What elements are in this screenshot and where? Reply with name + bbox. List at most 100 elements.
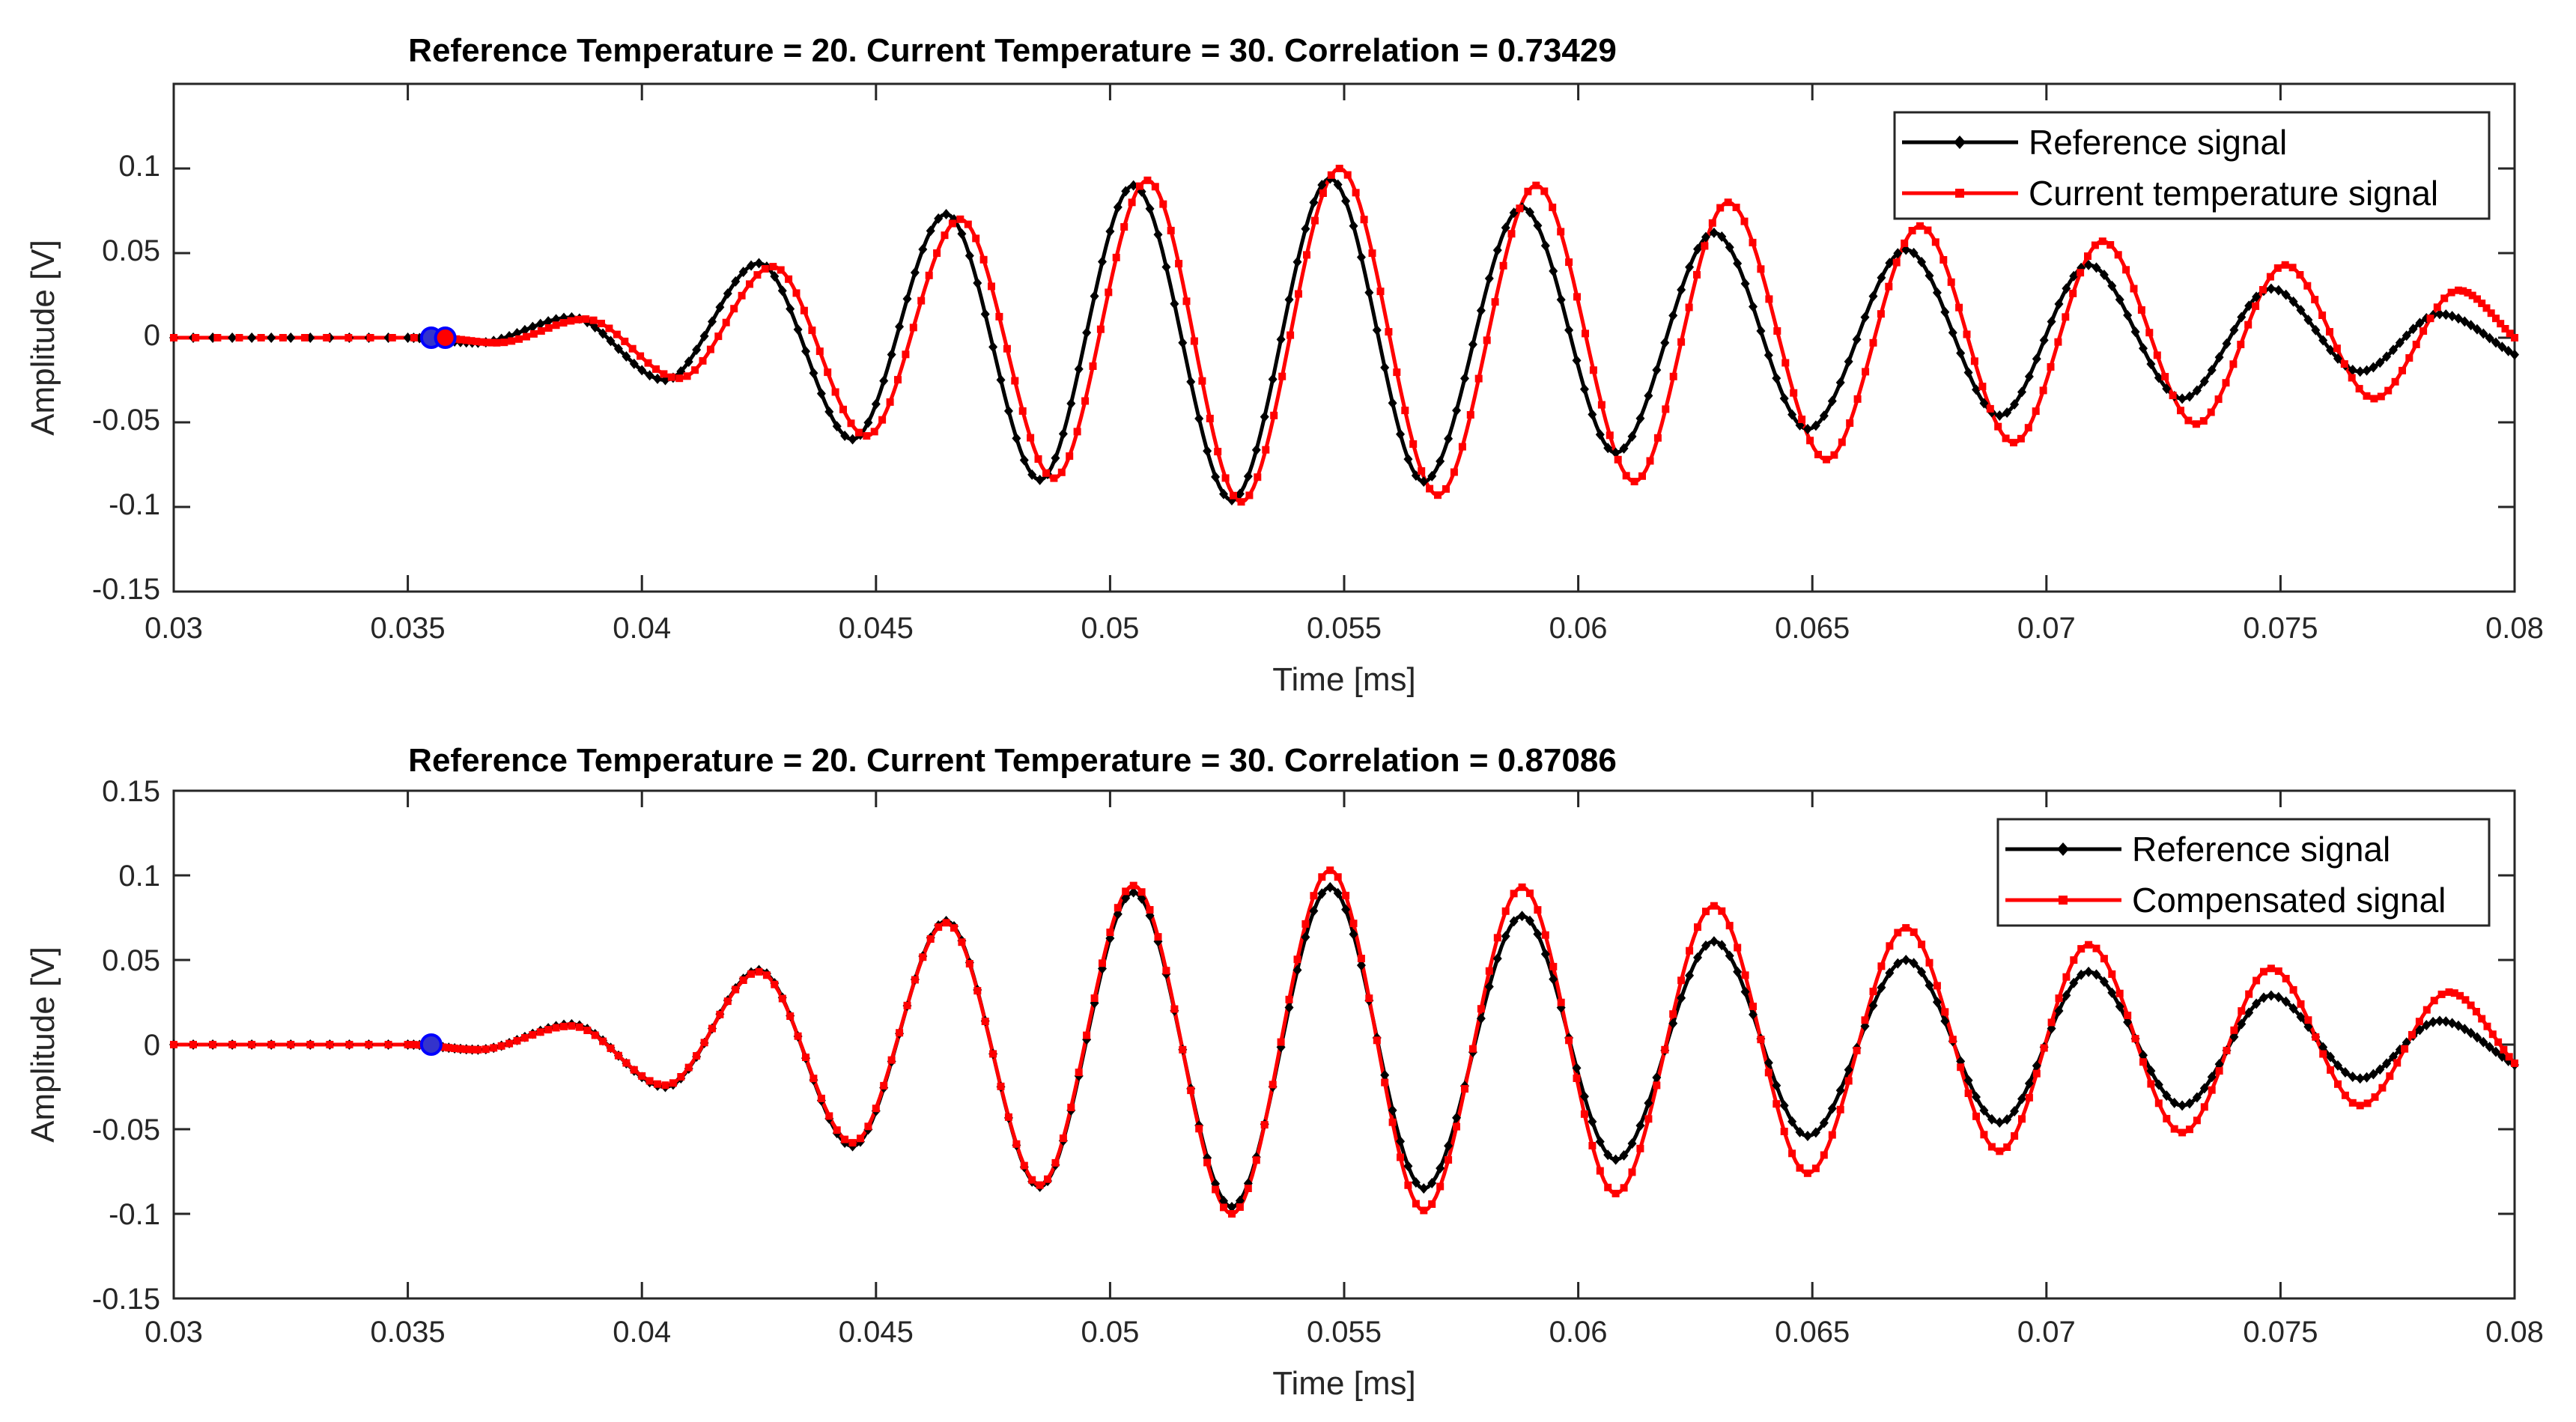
top-data-point-square <box>2114 251 2122 259</box>
bot-data-point-square <box>2289 985 2297 994</box>
top-data-point-square <box>1128 198 1136 207</box>
top-data-point-square <box>1450 468 1458 476</box>
bot-data-point-diamond <box>1940 1015 1950 1027</box>
bot-data-point-square <box>1588 1142 1597 1149</box>
top-data-point-diamond <box>2281 289 2291 300</box>
bot-data-point-square <box>1293 955 1301 964</box>
top-data-point-square <box>902 350 910 359</box>
top-data-point-square <box>235 334 243 341</box>
bot-data-point-square <box>439 1043 447 1051</box>
bot-data-point-diamond <box>1772 1080 1781 1091</box>
top-plot: Reference Temperature = 20. Current Temp… <box>25 32 2544 698</box>
top-data-point-square <box>1638 472 1646 480</box>
bot-data-point-square <box>1902 924 1910 932</box>
top-data-point-diamond <box>1301 223 1310 234</box>
top-data-point-square <box>2153 351 2161 359</box>
top-data-point-diamond <box>738 267 748 278</box>
bot-data-point-square <box>1028 1176 1036 1184</box>
top-data-point-diamond <box>2244 300 2254 312</box>
bot-data-point-square <box>1820 1151 1828 1159</box>
top-data-point-square <box>1597 401 1606 409</box>
top-data-point-diamond <box>1219 488 1229 499</box>
top-data-point-square <box>894 376 902 384</box>
top-data-point-diamond <box>2130 326 2140 338</box>
top-data-point-square <box>2377 392 2385 401</box>
bot-data-point-square <box>1326 866 1334 875</box>
bot-data-point-square <box>1428 1200 1436 1208</box>
top-data-point-square <box>863 432 871 440</box>
bot-data-point-square <box>1964 1090 1972 1097</box>
top-data-point-square <box>2199 417 2208 425</box>
top-data-point-square <box>995 312 1003 320</box>
bot-data-point-square <box>716 1010 724 1018</box>
bot-data-point-square <box>1828 1131 1836 1139</box>
top-data-point-diamond <box>2434 309 2444 320</box>
bot-data-point-square <box>497 1042 505 1050</box>
top-data-point-square <box>1278 372 1287 380</box>
bot-data-point-diamond <box>1476 1013 1486 1024</box>
top-data-point-square <box>808 326 816 335</box>
top-data-point-diamond <box>840 430 850 441</box>
top-data-point-square <box>644 359 652 367</box>
top-data-point-diamond <box>1533 220 1543 231</box>
top-data-point-diamond <box>1178 337 1188 348</box>
bot-data-point-diamond <box>2154 1079 2163 1090</box>
top-data-point-diamond <box>973 278 982 289</box>
top-data-point-diamond <box>2032 353 2041 365</box>
bot-data-point-square <box>965 960 973 967</box>
top-data-point-diamond <box>637 365 647 376</box>
top-data-point-square <box>660 370 668 378</box>
top-data-point-diamond <box>1019 455 1029 466</box>
bot-data-point-square <box>2282 974 2290 982</box>
bot-data-point-square <box>1203 1158 1212 1167</box>
top-data-point-diamond <box>1276 334 1286 345</box>
top-data-point-square <box>1254 473 1262 481</box>
top-ytick-label: 0.05 <box>102 234 160 267</box>
bot-data-point-diamond <box>1509 916 1519 927</box>
bot-data-point-square <box>1051 1158 1060 1167</box>
bot-data-point-square <box>1004 1113 1012 1121</box>
top-data-point-square <box>699 356 707 365</box>
top-data-point-square <box>467 337 476 345</box>
top-data-point-square <box>2473 295 2481 303</box>
bot-data-point-diamond <box>2422 1020 2431 1031</box>
top-data-point-diamond <box>777 285 787 297</box>
bot-data-point-square <box>1702 908 1710 916</box>
top-data-point-diamond <box>1852 334 1862 345</box>
bottom-chart-title: Reference Temperature = 20. Current Temp… <box>408 742 1617 779</box>
bot-data-point-square <box>2483 1022 2491 1030</box>
top-data-point-square <box>1716 204 1725 212</box>
top-data-point-square <box>1814 451 1822 458</box>
top-data-point-square <box>1050 474 1058 482</box>
bot-data-point-square <box>1252 1156 1260 1164</box>
top-data-point-square <box>1507 230 1516 238</box>
top-data-point-diamond <box>2084 259 2094 270</box>
top-data-point-diamond <box>692 344 702 356</box>
top-data-point-diamond <box>809 368 818 379</box>
top-data-point-square <box>544 324 553 332</box>
top-data-point-square <box>1846 419 1854 427</box>
top-data-point-diamond <box>879 375 889 386</box>
top-data-point-square <box>2348 374 2356 382</box>
top-data-point-square <box>2355 385 2363 393</box>
bottom-ytick-label: 0.15 <box>102 775 160 808</box>
bot-data-point-diamond <box>2362 1072 2372 1083</box>
top-data-point-diamond <box>1349 220 1358 231</box>
top-data-point-diamond <box>1749 301 1758 312</box>
top-data-point-square <box>1352 189 1360 197</box>
bot-data-point-square <box>416 1041 424 1049</box>
bot-data-point-diamond <box>1436 1163 1445 1174</box>
bot-data-point-square <box>2245 990 2253 998</box>
top-data-point-diamond <box>965 250 974 261</box>
top-data-point-square <box>1042 469 1050 477</box>
top-data-point-square <box>529 329 538 338</box>
top-data-point-diamond <box>1066 398 1076 409</box>
bot-data-point-square <box>2238 1007 2246 1015</box>
bot-data-point-square <box>1534 906 1542 914</box>
top-data-point-square <box>1458 443 1466 451</box>
bot-data-point-square <box>1114 904 1122 912</box>
bot-data-point-diamond <box>1501 931 1510 942</box>
top-data-point-square <box>2288 264 2297 272</box>
bot-data-point-square <box>919 953 927 961</box>
bot-data-point-diamond <box>2326 1051 2336 1063</box>
